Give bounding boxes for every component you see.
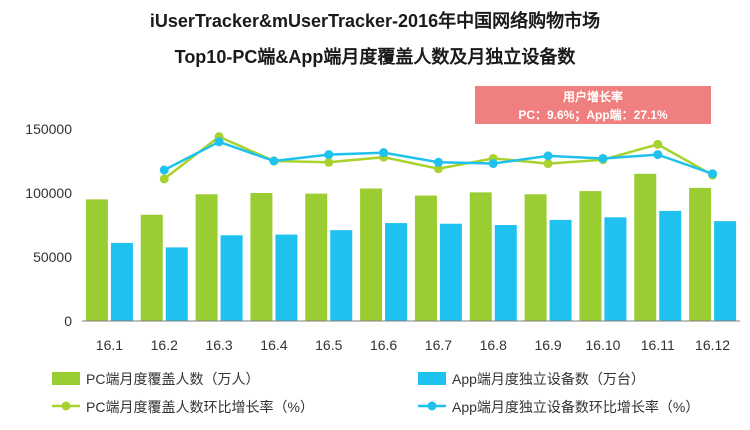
legend-pc-line: PC端月度覆盖人数环比增长率（%） [52, 399, 314, 415]
x-tick-label: 16.11 [641, 337, 675, 353]
bar-pc [524, 194, 547, 321]
point-app-growth [543, 151, 553, 161]
point-pc-growth [324, 157, 334, 167]
legend-app-bar: App端月度独立设备数（万台） [418, 371, 645, 387]
legend-label: App端月度独立设备数环比增长率（%） [452, 399, 699, 415]
bar-pc [360, 188, 383, 321]
bar-pc [85, 199, 108, 321]
bar-app [714, 221, 737, 321]
bar-app [330, 230, 353, 321]
bars [85, 173, 737, 321]
bar-app [385, 223, 408, 321]
legend-swatch [52, 372, 80, 385]
bar-app [494, 225, 517, 321]
bar-pc [195, 194, 218, 321]
legend-swatch-marker [61, 401, 71, 411]
x-tick-label: 16.10 [585, 337, 620, 353]
point-app-growth [324, 150, 334, 160]
bar-pc [414, 195, 437, 321]
point-app-growth [708, 169, 718, 179]
bar-app [439, 223, 462, 321]
point-app-growth [653, 150, 663, 160]
bar-pc [469, 192, 492, 321]
point-pc-growth [159, 174, 169, 184]
bar-pc [689, 187, 712, 321]
bar-pc [140, 214, 163, 321]
point-pc-growth [653, 139, 663, 149]
chart-title-line1: iUserTracker&mUserTracker-2016年中国网络购物市场 [150, 10, 600, 31]
y-tick-label: 50000 [33, 249, 72, 265]
annotation-title: 用户增长率 [562, 89, 623, 104]
annotation-box: 用户增长率 PC：9.6%；App端：27.1% [475, 86, 711, 124]
point-app-growth [214, 137, 224, 147]
y-axis: 0 50000 100000 150000 [25, 121, 72, 329]
bar-pc [579, 191, 602, 321]
x-tick-label: 16.4 [260, 337, 287, 353]
point-app-growth [379, 148, 389, 158]
y-tick-label: 0 [64, 313, 72, 329]
legend-label: App端月度独立设备数（万台） [452, 371, 645, 387]
point-app-growth [488, 159, 498, 169]
lines [159, 132, 718, 184]
annotation-text: PC：9.6%；App端：27.1% [518, 107, 668, 122]
x-tick-label: 16.3 [205, 337, 232, 353]
bar-pc [634, 173, 657, 321]
bar-app [604, 217, 627, 321]
x-tick-label: 16.1 [96, 337, 123, 353]
point-app-growth [433, 157, 443, 167]
x-axis: 16.1 16.2 16.3 16.4 16.5 16.6 16.7 16.8 16.9 16.1… [96, 337, 731, 353]
legend-pc-bar: PC端月度覆盖人数（万人） [52, 371, 259, 387]
y-tick-label: 150000 [25, 121, 72, 137]
y-tick-label: 100000 [25, 185, 72, 201]
point-app-growth [598, 153, 608, 163]
bar-app [110, 242, 133, 321]
bar-pc [305, 193, 328, 321]
bar-app [275, 234, 298, 321]
point-app-growth [269, 156, 279, 166]
x-tick-label: 16.2 [151, 337, 178, 353]
x-tick-label: 16.8 [480, 337, 507, 353]
bar-app [549, 219, 572, 321]
bar-app [659, 210, 682, 321]
bar-app [165, 247, 188, 321]
point-pc-growth [433, 164, 443, 174]
x-tick-label: 16.7 [425, 337, 452, 353]
annotation-background [475, 86, 711, 124]
legend-swatch-marker [427, 401, 437, 411]
x-tick-label: 16.5 [315, 337, 342, 353]
point-app-growth [159, 165, 169, 175]
x-tick-label: 16.12 [695, 337, 730, 353]
legend-app-line: App端月度独立设备数环比增长率（%） [418, 399, 699, 415]
legend-label: PC端月度覆盖人数环比增长率（%） [86, 399, 314, 415]
x-tick-label: 16.9 [534, 337, 561, 353]
legend-swatch [418, 372, 446, 385]
bar-app [220, 235, 243, 321]
legend: PC端月度覆盖人数（万人） App端月度独立设备数（万台） PC端月度覆盖人数环比增… [52, 371, 699, 415]
chart-title-line2: Top10-PC端&App端月度覆盖人数及月独立设备数 [175, 46, 577, 67]
bar-pc [250, 193, 273, 321]
x-tick-label: 16.6 [370, 337, 397, 353]
legend-label: PC端月度覆盖人数（万人） [86, 371, 259, 387]
point-pc-growth [543, 159, 553, 169]
